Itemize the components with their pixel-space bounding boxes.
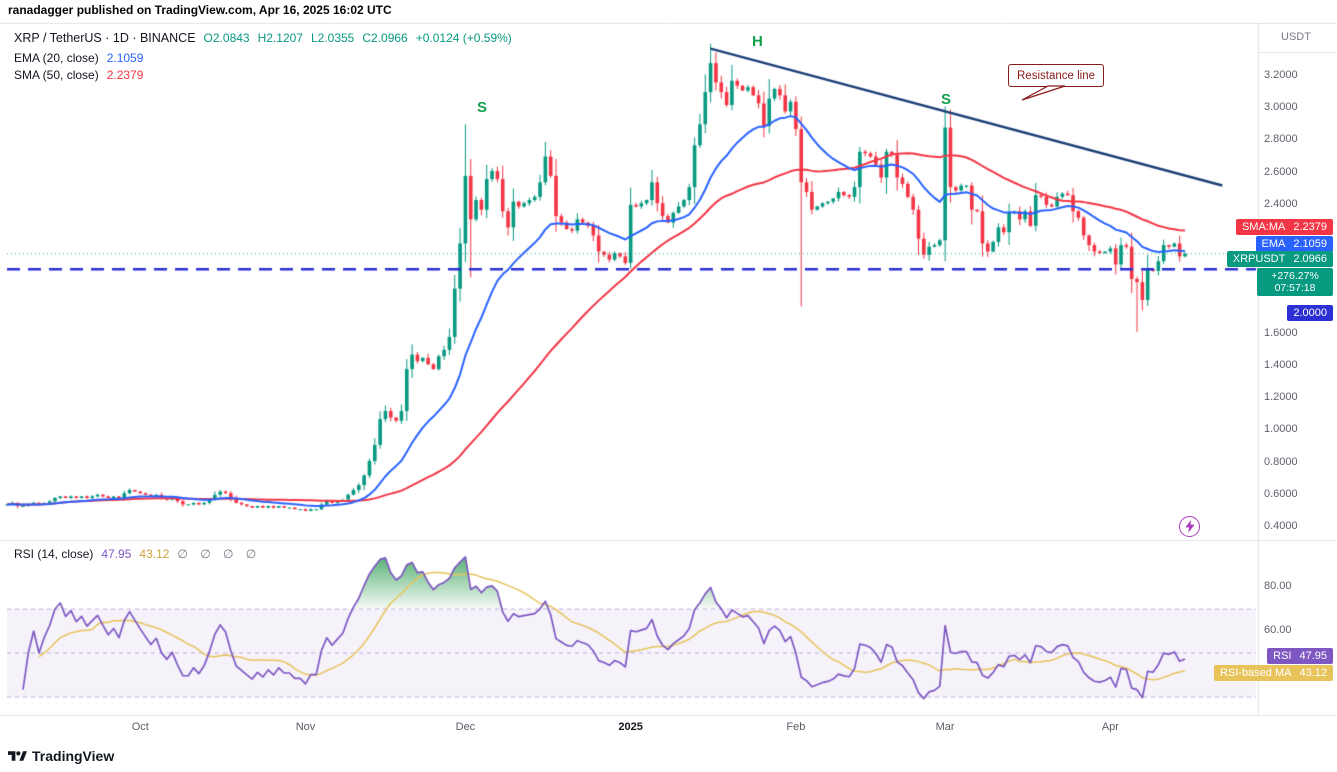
quick-trade-button[interactable]	[1179, 516, 1200, 537]
left-shoulder-label[interactable]: S	[477, 99, 488, 116]
rsi-ma-badge-name: RSI-based MA	[1219, 667, 1292, 679]
sma-legend-label[interactable]: SMA (50, close)	[14, 68, 99, 82]
sma-legend[interactable]: SMA (50, close) 2.2379	[14, 68, 143, 82]
price-tick-label: 2.4000	[1264, 197, 1298, 210]
axis-currency-label: USDT	[1281, 31, 1311, 43]
time-tick-label: Nov	[295, 721, 316, 733]
time-tick-label: 2025	[618, 721, 643, 733]
price-tick-label: 1.2000	[1264, 391, 1298, 404]
sma-legend-value: 2.2379	[106, 68, 144, 82]
rsi-value-badge[interactable]: RSI 47.95	[1267, 648, 1333, 664]
rsi-empty-slots: ∅ ∅ ∅ ∅	[177, 547, 257, 561]
publish-line: ranadagger published on TradingView.com,…	[8, 3, 392, 17]
price-axis[interactable]: USDT 3.2000 3.0000 2.8000 2.6000 2.4000 1.600…	[1258, 0, 1337, 772]
rsi-tick-label: 80.00	[1264, 580, 1292, 592]
time-tick-label: Dec	[455, 721, 476, 733]
last-price-badge-symbol: XRPUSDT	[1232, 253, 1286, 265]
price-tick-label: 3.0000	[1264, 101, 1298, 114]
time-tick-label: Mar	[935, 721, 955, 733]
sma-price-badge[interactable]: SMA:MA 2.2379	[1235, 219, 1333, 235]
price-tick-label: 0.8000	[1264, 455, 1298, 468]
rsi-legend-value: 47.95	[101, 547, 132, 561]
ema-legend-value: 2.1059	[106, 51, 144, 65]
lightning-icon	[1184, 520, 1195, 533]
sma-badge-name: SMA:MA	[1241, 221, 1286, 233]
change-countdown-badge[interactable]: +276.27% 07:57:18	[1257, 268, 1333, 296]
last-price-badge[interactable]: XRPUSDT 2.0966	[1226, 251, 1333, 267]
rsi-badge-value: 47.95	[1299, 650, 1327, 662]
price-tick-label: 3.2000	[1264, 69, 1298, 81]
rsi-badge-name: RSI	[1273, 650, 1292, 662]
rsi-ma-badge-value: 43.12	[1299, 667, 1327, 679]
price-tick-label: 2.8000	[1264, 133, 1298, 146]
time-tick-label: Feb	[786, 721, 806, 733]
ema-legend-label[interactable]: EMA (20, close)	[14, 51, 99, 65]
price-tick-label: 1.0000	[1264, 423, 1298, 436]
price-tick-label: 2.6000	[1264, 165, 1298, 178]
tradingview-watermark: TradingView	[8, 748, 114, 764]
last-price-badge-value: 2.0966	[1293, 253, 1327, 265]
ohlc-high: H2.1207	[257, 31, 303, 45]
time-tick-label: Apr	[1101, 721, 1119, 733]
ohlc-low: L2.0355	[310, 31, 355, 45]
rsi-tick-label: 60.00	[1264, 624, 1292, 636]
bar-countdown-value: 07:57:18	[1274, 282, 1316, 294]
rsi-ma-legend-value: 43.12	[139, 547, 170, 561]
ohlc-change: +0.0124 (+0.59%)	[415, 31, 512, 45]
head-label[interactable]: H	[752, 33, 763, 50]
ema-badge-value: 2.1059	[1293, 238, 1327, 250]
price-tick-label: 0.6000	[1264, 487, 1298, 500]
rsi-legend-label[interactable]: RSI (14, close)	[14, 547, 94, 561]
rsi-legend[interactable]: RSI (14, close) 47.95 43.12 ∅ ∅ ∅ ∅	[14, 547, 256, 561]
right-shoulder-label[interactable]: S	[941, 91, 952, 108]
symbol-title[interactable]: XRP / TetherUS · 1D · BINANCE	[14, 31, 196, 45]
resistance-line-callout[interactable]: Resistance line	[1008, 64, 1104, 87]
horizontal-line-price-badge[interactable]: 2.0000	[1287, 305, 1333, 321]
time-tick-label: Oct	[131, 721, 149, 733]
price-tick-label: 0.4000	[1264, 519, 1298, 532]
ohlc-close: C2.0966	[362, 31, 408, 45]
tradingview-logo-icon	[8, 750, 27, 761]
callout-tail-icon	[1021, 85, 1066, 101]
ema-price-badge[interactable]: EMA 2.1059	[1255, 236, 1333, 252]
ema-legend[interactable]: EMA (20, close) 2.1059	[14, 51, 143, 65]
symbol-legend[interactable]: XRP / TetherUS · 1D · BINANCE O2.0843 H2…	[14, 31, 512, 45]
tradingview-watermark-text: TradingView	[32, 748, 115, 764]
ohlc-open: O2.0843	[203, 31, 250, 45]
sma-badge-value: 2.2379	[1293, 221, 1327, 233]
ema-badge-name: EMA	[1261, 238, 1286, 250]
price-tick-label: 1.4000	[1264, 358, 1298, 371]
horizontal-line-price-value: 2.0000	[1293, 307, 1327, 319]
resistance-line-callout-text: Resistance line	[1017, 69, 1095, 82]
price-tick-label: 1.6000	[1264, 326, 1298, 339]
rsi-ma-value-badge[interactable]: RSI-based MA 43.12	[1213, 665, 1333, 681]
change-percent-value: +276.27%	[1271, 270, 1319, 282]
